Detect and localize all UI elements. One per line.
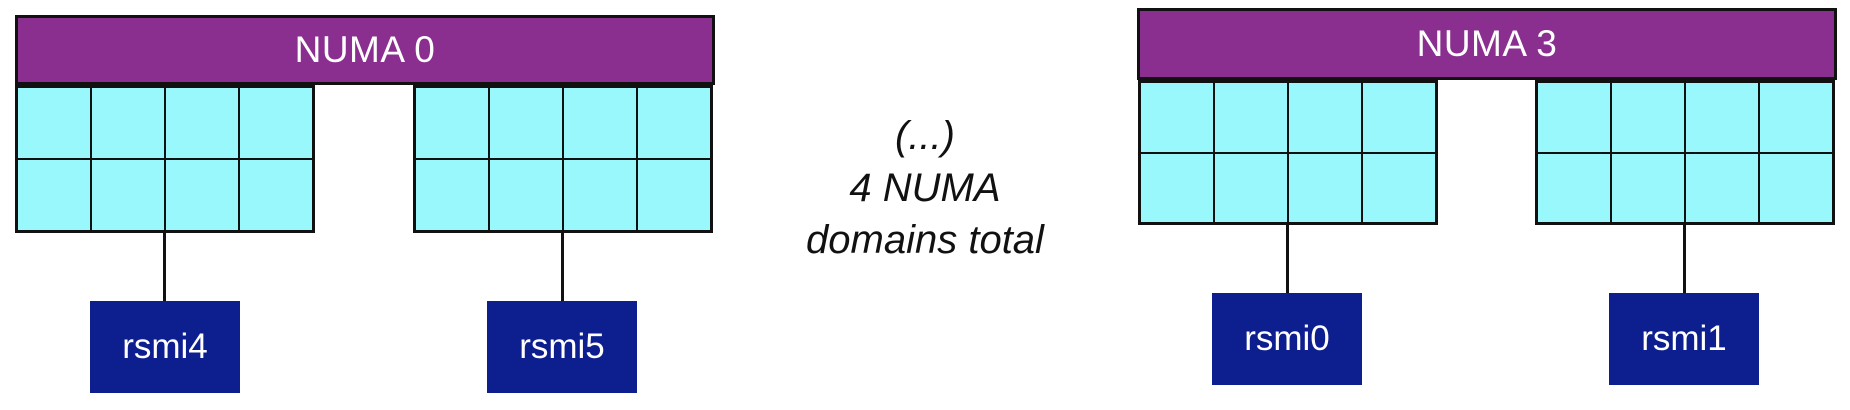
cpu-core (1537, 82, 1611, 153)
gpu-link-line (1286, 225, 1289, 293)
gpu-rsmi5: rsmi5 (487, 301, 637, 393)
note-count: 4 NUMA (849, 166, 1001, 210)
cpu-core (1214, 152, 1288, 223)
cpu-core (1685, 82, 1759, 153)
cpu-core (563, 159, 637, 231)
cpu-core (1759, 152, 1833, 223)
cpu-core (1140, 152, 1214, 223)
cpu-core (637, 87, 711, 159)
numa-0-bar: NUMA 0 (15, 15, 715, 85)
gpu-link-line (1683, 225, 1686, 293)
gpu-rsmi0: rsmi0 (1212, 293, 1362, 385)
cpu-core (489, 159, 563, 231)
cpu-core (415, 87, 489, 159)
numa-3-bar: NUMA 3 (1137, 8, 1837, 80)
cpu-core (563, 87, 637, 159)
cpu-core (1288, 152, 1362, 223)
gpu-rsmi4: rsmi4 (90, 301, 240, 393)
gpu-link-line (163, 233, 166, 301)
cpu-core (1214, 82, 1288, 153)
cpu-core (1759, 82, 1833, 153)
cpu-core (239, 87, 313, 159)
cpu-core (1537, 152, 1611, 223)
cpu-core (91, 159, 165, 231)
cpu-core (1362, 82, 1436, 153)
cpu-core (637, 159, 711, 231)
note-ellipsis: (...) (895, 114, 955, 158)
numa-3-core-group-left (1138, 80, 1438, 225)
cpu-core (17, 87, 91, 159)
numa-0-core-group-left (15, 85, 315, 233)
cpu-core (1288, 82, 1362, 153)
cpu-core (1685, 152, 1759, 223)
gpu-rsmi1: rsmi1 (1609, 293, 1759, 385)
note-caption: domains total (806, 218, 1044, 262)
cpu-core (415, 159, 489, 231)
cpu-core (165, 87, 239, 159)
cpu-core (1611, 152, 1685, 223)
cpu-core (489, 87, 563, 159)
cpu-core (165, 159, 239, 231)
cpu-core (1611, 82, 1685, 153)
numa-0-core-group-right (413, 85, 713, 233)
cpu-core (91, 87, 165, 159)
numa-3-core-group-right (1535, 80, 1835, 225)
cpu-core (239, 159, 313, 231)
gpu-link-line (561, 233, 564, 301)
cpu-core (17, 159, 91, 231)
cpu-core (1362, 152, 1436, 223)
numa-count-note: (...) 4 NUMA domains total (740, 110, 1110, 266)
cpu-core (1140, 82, 1214, 153)
